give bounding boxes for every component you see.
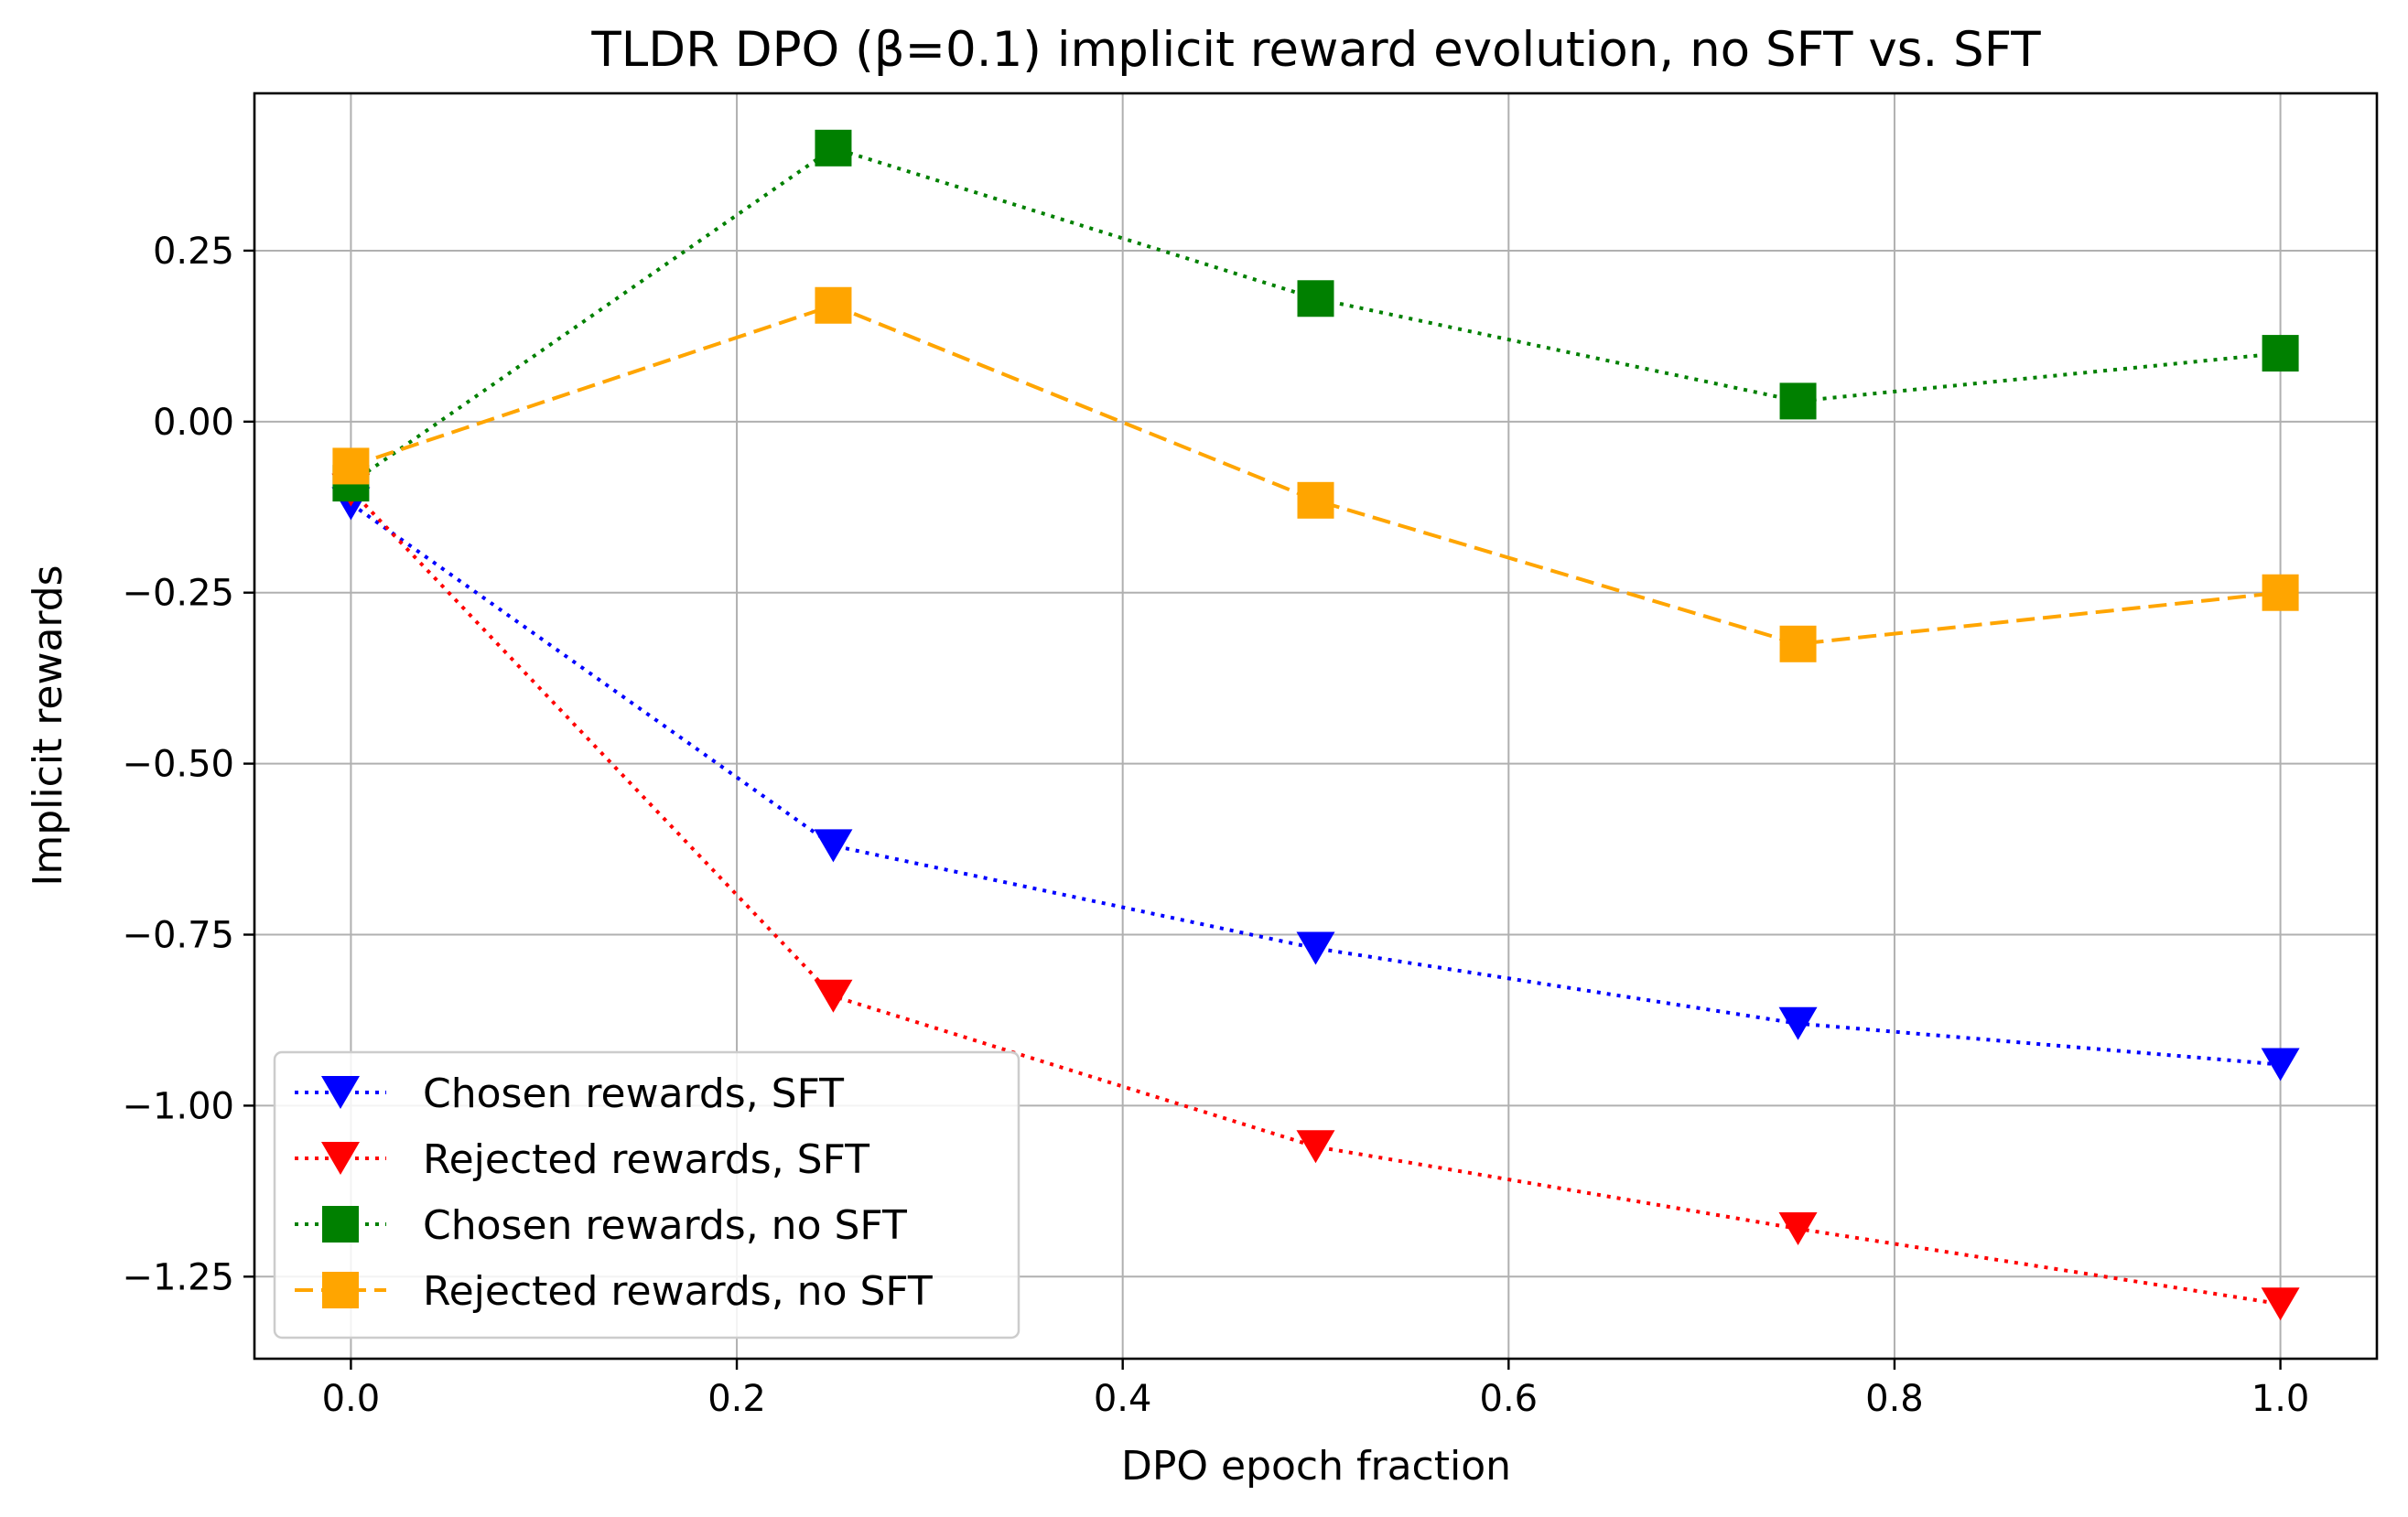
data-point xyxy=(332,447,370,485)
data-point xyxy=(814,829,853,863)
data-point xyxy=(2262,335,2299,372)
legend-item: Chosen rewards, no SFT xyxy=(295,1202,907,1249)
x-tick-label: 0.0 xyxy=(322,1378,381,1420)
axis-ticks: 0.0 0.2 0.4 0.6 0.8 1.0 0.25 0.00 −0.25 −0.50 −0.7… xyxy=(122,231,2309,1420)
data-point xyxy=(2261,1287,2300,1321)
legend-marker xyxy=(321,1076,360,1109)
legend-marker xyxy=(322,1272,359,1308)
data-point xyxy=(815,286,852,324)
x-tick-label: 0.8 xyxy=(1865,1378,1924,1420)
y-tick-label: −0.50 xyxy=(122,744,234,786)
legend: Chosen rewards, SFT Rejected rewards, SFT… xyxy=(273,1050,1020,1339)
x-tick-label: 1.0 xyxy=(2251,1378,2310,1420)
data-point xyxy=(1779,382,1817,420)
data-point xyxy=(1779,625,1817,662)
legend-label: Chosen rewards, SFT xyxy=(423,1071,844,1117)
data-point xyxy=(1778,1006,1818,1040)
chart-title: TLDR DPO (β=0.1) implicit reward evoluti… xyxy=(590,22,2041,78)
data-point xyxy=(1778,1211,1818,1245)
y-axis-label: Implicit rewards xyxy=(25,565,71,886)
series-layer xyxy=(331,129,2300,1321)
data-point xyxy=(1296,1130,1335,1164)
data-point xyxy=(815,129,852,167)
y-tick-label: −0.25 xyxy=(122,573,234,615)
y-tick-label: −0.75 xyxy=(122,915,234,957)
legend-marker xyxy=(322,1206,359,1243)
legend-label: Chosen rewards, no SFT xyxy=(423,1202,907,1249)
data-point xyxy=(1296,931,1335,965)
x-tick-label: 0.2 xyxy=(707,1378,766,1420)
y-tick-label: 0.25 xyxy=(153,231,234,273)
data-point xyxy=(2261,1048,2300,1081)
x-axis-label: DPO epoch fraction xyxy=(1121,1443,1511,1490)
data-point xyxy=(2262,574,2299,611)
plot-frame xyxy=(253,91,2379,1361)
x-tick-label: 0.4 xyxy=(1094,1378,1152,1420)
y-tick-label: −1.25 xyxy=(122,1256,234,1298)
legend-label: Rejected rewards, SFT xyxy=(423,1136,869,1183)
y-tick-label: 0.00 xyxy=(153,402,234,444)
y-tick-label: −1.00 xyxy=(122,1085,234,1127)
legend-item: Chosen rewards, SFT xyxy=(295,1071,844,1117)
series-line xyxy=(349,489,2281,1307)
legend-item: Rejected rewards, no SFT xyxy=(295,1268,933,1315)
legend-label: Rejected rewards, no SFT xyxy=(423,1268,933,1315)
data-point xyxy=(1297,481,1334,519)
data-point xyxy=(1297,280,1334,317)
x-tick-label: 0.6 xyxy=(1480,1378,1539,1420)
legend-box xyxy=(273,1050,1020,1339)
legend-marker xyxy=(321,1142,360,1175)
legend-item: Rejected rewards, SFT xyxy=(295,1136,869,1183)
series-line xyxy=(350,501,2281,1067)
series-4 xyxy=(332,286,2299,662)
data-point xyxy=(814,979,853,1013)
